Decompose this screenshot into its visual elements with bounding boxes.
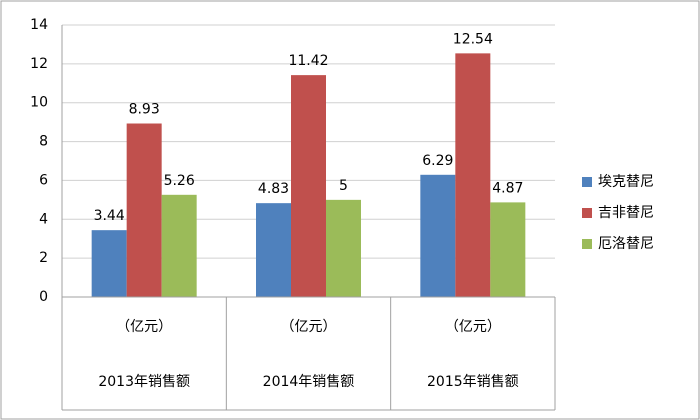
- y-tick-label: 8: [39, 134, 48, 150]
- category-unit: （亿元）: [116, 319, 172, 335]
- legend-label: 埃克替尼: [598, 174, 654, 190]
- y-tick-label: 2: [39, 250, 48, 266]
- bar: [91, 230, 127, 297]
- bar: [291, 75, 326, 297]
- value-label: 11.42: [288, 53, 328, 69]
- bar: [326, 199, 361, 297]
- y-tick-label: 10: [30, 95, 48, 111]
- value-label: 6.29: [422, 153, 453, 169]
- y-tick-label: 12: [30, 56, 48, 72]
- x-tick-label: 2013年销售额: [98, 374, 190, 390]
- x-tick-label: 2015年销售额: [427, 374, 519, 390]
- bar: [455, 53, 491, 297]
- value-label: 5: [339, 178, 348, 194]
- bar: [256, 203, 291, 297]
- bar: [161, 194, 197, 297]
- bar: [490, 202, 526, 297]
- value-label: 4.87: [492, 180, 523, 196]
- bar: [126, 123, 162, 297]
- value-label: 4.83: [258, 181, 289, 197]
- y-tick-label: 14: [30, 17, 48, 33]
- category-unit: （亿元）: [445, 319, 501, 335]
- value-label: 8.93: [129, 102, 160, 118]
- bar: [420, 174, 456, 297]
- legend-label: 吉非替尼: [598, 205, 654, 221]
- legend-swatch: [582, 239, 592, 249]
- legend-swatch: [582, 208, 592, 218]
- y-tick-label: 0: [39, 289, 48, 305]
- value-label: 12.54: [453, 31, 493, 47]
- y-tick-label: 4: [39, 211, 48, 227]
- value-label: 3.44: [94, 208, 125, 224]
- x-tick-label: 2014年销售额: [263, 374, 355, 390]
- legend-swatch: [582, 177, 592, 187]
- value-label: 5.26: [164, 173, 195, 189]
- category-unit: （亿元）: [281, 319, 337, 335]
- legend-label: 厄洛替尼: [598, 236, 654, 252]
- y-tick-label: 6: [39, 172, 48, 188]
